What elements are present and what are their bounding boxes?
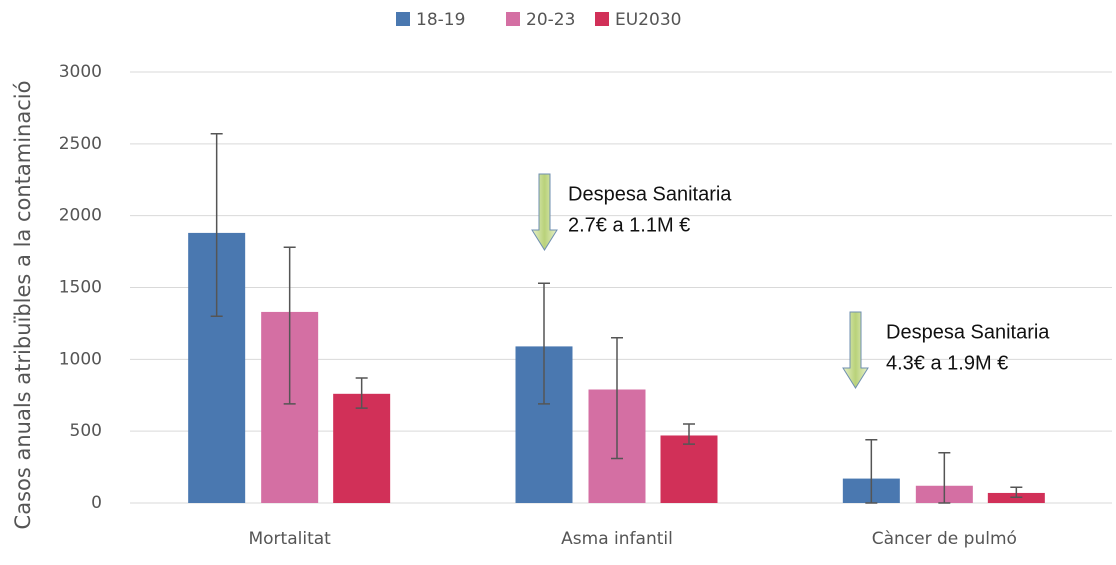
y-tick-label: 0	[91, 493, 102, 513]
error-bar	[611, 337, 623, 460]
x-tick-label: Mortalitat	[248, 529, 331, 549]
y-tick-label: 2500	[59, 134, 102, 154]
y-tick-label: 1500	[59, 278, 102, 298]
error-bar	[1010, 486, 1023, 499]
y-axis-label: Casos anuals atribuïbles a la contaminac…	[11, 81, 35, 530]
y-tick-label: 3000	[59, 62, 102, 82]
x-tick-label: Càncer de pulmó	[872, 529, 1017, 549]
y-tick-label: 2000	[59, 206, 102, 226]
legend-swatch	[595, 12, 609, 26]
annotation: 4.3€ a 1.9M €	[886, 352, 1008, 374]
error-bar	[283, 246, 296, 405]
error-bar	[865, 439, 878, 504]
legend-swatch	[396, 12, 410, 26]
error-bar	[538, 282, 550, 405]
bar	[660, 435, 718, 503]
legend-label: EU2030	[615, 10, 681, 30]
x-tick-label: Asma infantil	[561, 529, 673, 549]
error-bar	[938, 451, 951, 504]
y-tick-label: 1000	[59, 349, 102, 369]
annotation: Despesa Sanitaria	[568, 183, 732, 205]
annotation: Despesa Sanitaria	[886, 321, 1050, 343]
arrow	[531, 173, 558, 251]
y-tick-label: 500	[70, 421, 102, 441]
legend-label: 18-19	[416, 10, 465, 30]
legend-label: 20-23	[526, 10, 575, 30]
annotation: 2.7€ a 1.1M €	[568, 214, 690, 236]
legend-swatch	[506, 12, 520, 26]
error-bar	[210, 133, 223, 317]
error-bar	[355, 377, 368, 409]
bar	[333, 393, 391, 503]
arrow	[842, 311, 869, 389]
error-bar	[683, 423, 695, 445]
